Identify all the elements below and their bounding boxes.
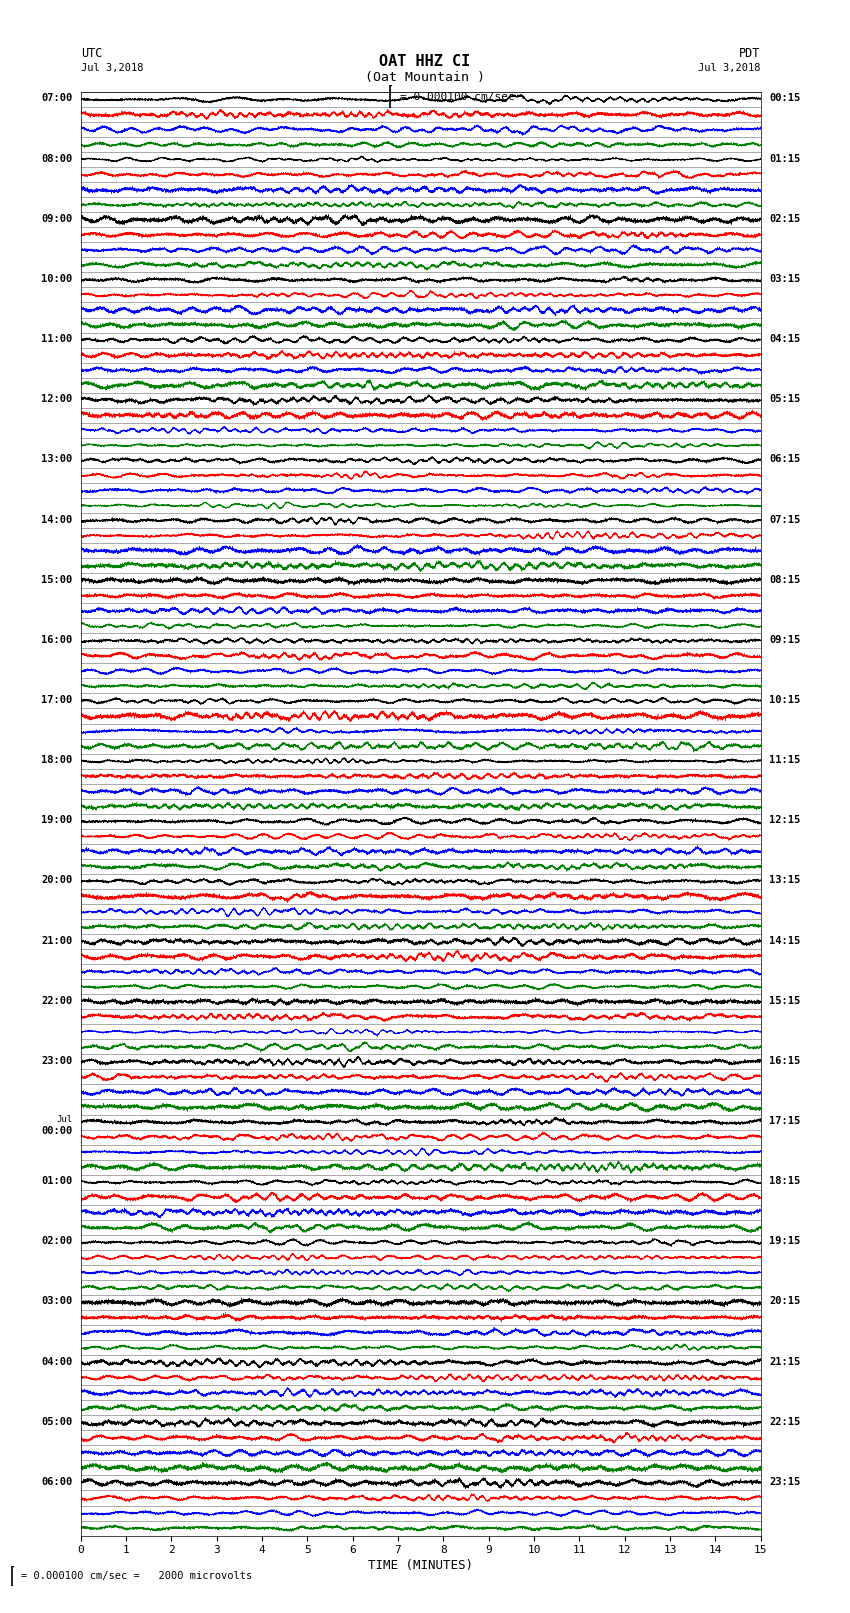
Text: 13:15: 13:15 <box>769 876 800 886</box>
Text: Jul 3,2018: Jul 3,2018 <box>698 63 761 73</box>
Text: 03:00: 03:00 <box>42 1297 72 1307</box>
Text: 11:00: 11:00 <box>42 334 72 344</box>
Text: 16:15: 16:15 <box>769 1057 800 1066</box>
Text: 13:00: 13:00 <box>42 455 72 465</box>
Text: 17:15: 17:15 <box>769 1116 800 1126</box>
Text: 16:00: 16:00 <box>42 636 72 645</box>
Text: 12:00: 12:00 <box>42 394 72 405</box>
Text: 00:00: 00:00 <box>42 1126 72 1136</box>
X-axis label: TIME (MINUTES): TIME (MINUTES) <box>368 1560 473 1573</box>
Text: 08:00: 08:00 <box>42 153 72 163</box>
Text: 20:00: 20:00 <box>42 876 72 886</box>
Text: Jul: Jul <box>56 1115 72 1124</box>
Text: 21:15: 21:15 <box>769 1357 800 1366</box>
Text: 19:00: 19:00 <box>42 815 72 826</box>
Text: Jul 3,2018: Jul 3,2018 <box>81 63 144 73</box>
Text: 05:00: 05:00 <box>42 1416 72 1428</box>
Text: 11:15: 11:15 <box>769 755 800 765</box>
Text: 21:00: 21:00 <box>42 936 72 945</box>
Text: 06:00: 06:00 <box>42 1478 72 1487</box>
Text: OAT HHZ CI: OAT HHZ CI <box>379 55 471 69</box>
Text: 01:00: 01:00 <box>42 1176 72 1186</box>
Text: 15:15: 15:15 <box>769 995 800 1007</box>
Text: 05:15: 05:15 <box>769 394 800 405</box>
Text: 01:15: 01:15 <box>769 153 800 163</box>
Text: 23:15: 23:15 <box>769 1478 800 1487</box>
Text: 09:00: 09:00 <box>42 215 72 224</box>
Text: 03:15: 03:15 <box>769 274 800 284</box>
Text: 17:00: 17:00 <box>42 695 72 705</box>
Text: 18:15: 18:15 <box>769 1176 800 1186</box>
Text: 06:15: 06:15 <box>769 455 800 465</box>
Text: 04:15: 04:15 <box>769 334 800 344</box>
Text: 20:15: 20:15 <box>769 1297 800 1307</box>
Text: 19:15: 19:15 <box>769 1236 800 1247</box>
Text: 00:15: 00:15 <box>769 94 800 103</box>
Text: 02:00: 02:00 <box>42 1236 72 1247</box>
Text: 08:15: 08:15 <box>769 574 800 584</box>
Text: = 0.000100 cm/sec: = 0.000100 cm/sec <box>400 92 514 102</box>
Text: (Oat Mountain ): (Oat Mountain ) <box>365 71 485 84</box>
Text: = 0.000100 cm/sec =   2000 microvolts: = 0.000100 cm/sec = 2000 microvolts <box>21 1571 252 1581</box>
Text: 04:00: 04:00 <box>42 1357 72 1366</box>
Text: 12:15: 12:15 <box>769 815 800 826</box>
Text: 10:15: 10:15 <box>769 695 800 705</box>
Text: 10:00: 10:00 <box>42 274 72 284</box>
Text: 07:15: 07:15 <box>769 515 800 524</box>
Text: 15:00: 15:00 <box>42 574 72 584</box>
Text: 14:15: 14:15 <box>769 936 800 945</box>
Text: 18:00: 18:00 <box>42 755 72 765</box>
Text: 02:15: 02:15 <box>769 215 800 224</box>
Text: PDT: PDT <box>740 47 761 60</box>
Text: 14:00: 14:00 <box>42 515 72 524</box>
Text: 22:15: 22:15 <box>769 1416 800 1428</box>
Text: 22:00: 22:00 <box>42 995 72 1007</box>
Text: UTC: UTC <box>81 47 102 60</box>
Text: 23:00: 23:00 <box>42 1057 72 1066</box>
Text: 07:00: 07:00 <box>42 94 72 103</box>
Text: 09:15: 09:15 <box>769 636 800 645</box>
